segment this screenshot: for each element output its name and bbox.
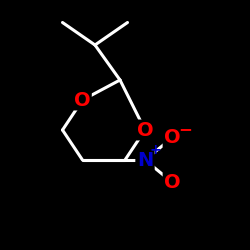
Text: +: + bbox=[150, 142, 161, 156]
Text: −: − bbox=[178, 120, 192, 138]
Text: O: O bbox=[74, 90, 91, 110]
Text: O: O bbox=[164, 173, 181, 192]
Text: N: N bbox=[137, 150, 153, 170]
Text: O: O bbox=[137, 120, 153, 140]
Text: O: O bbox=[164, 128, 181, 147]
